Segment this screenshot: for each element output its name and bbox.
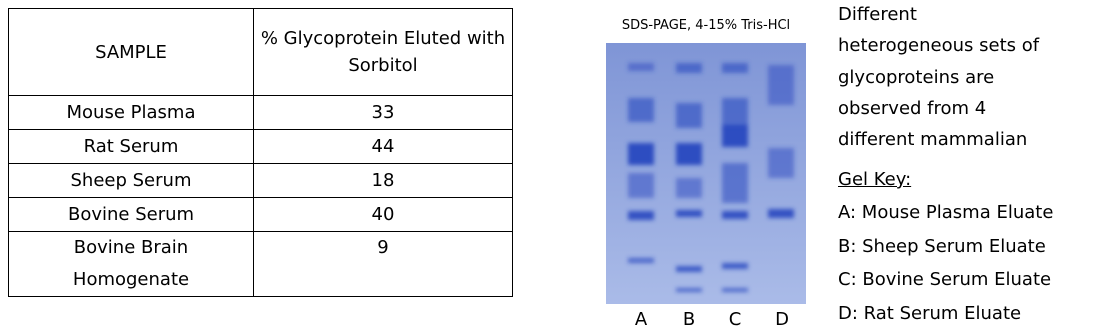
table-row: Bovine Serum 40 [8, 197, 513, 232]
table-row: Rat Serum 44 [8, 129, 513, 164]
key-item: A: Mouse Plasma Eluate [838, 202, 1054, 223]
description-line: different mammalian [838, 129, 1028, 151]
lane-label: C [728, 309, 742, 330]
table-cell: Sheep Serum [8, 163, 254, 198]
key-item: D: Rat Serum Eluate [838, 302, 1022, 324]
table-cell: 33 [253, 95, 513, 130]
key-heading: Gel Key: [838, 169, 912, 190]
table-cell: 18 [253, 163, 513, 198]
description-line: observed from 4 [838, 97, 987, 119]
table-row: Mouse Plasma 33 [8, 95, 513, 130]
lane-label: A [634, 309, 648, 330]
description-line: heterogeneous sets of [838, 35, 1040, 57]
table-cell: Rat Serum [8, 129, 254, 164]
description-line: Different [838, 4, 917, 25]
gel-image [606, 43, 806, 304]
gel-title: SDS-PAGE, 4-15% Tris-HCl [621, 18, 791, 33]
header-cell: % Glycoprotein Eluted with Sorbitol [253, 8, 513, 96]
table-row: Bovine Brain Homogenate 9 [8, 231, 513, 297]
data-table: SAMPLE% Glycoprotein Eluted with Sorbito… [8, 8, 513, 297]
table-cell: Bovine Brain Homogenate [8, 231, 254, 297]
key-item: C: Bovine Serum Eluate [838, 269, 1052, 290]
description-line: glycoproteins are [838, 66, 995, 88]
table-row: Sheep Serum 18 [8, 163, 513, 198]
header-row: SAMPLE% Glycoprotein Eluted with Sorbito… [8, 8, 513, 96]
table-cell: 9 [253, 231, 513, 297]
table-cell: Mouse Plasma [8, 95, 254, 130]
lane-label: B [682, 309, 696, 330]
lane-label: D [775, 309, 789, 330]
header-cell: SAMPLE [8, 8, 254, 96]
key-item: B: Sheep Serum Eluate [838, 235, 1046, 257]
table-cell: 44 [253, 129, 513, 164]
table-cell: Bovine Serum [8, 197, 254, 232]
table-cell: 40 [253, 197, 513, 232]
